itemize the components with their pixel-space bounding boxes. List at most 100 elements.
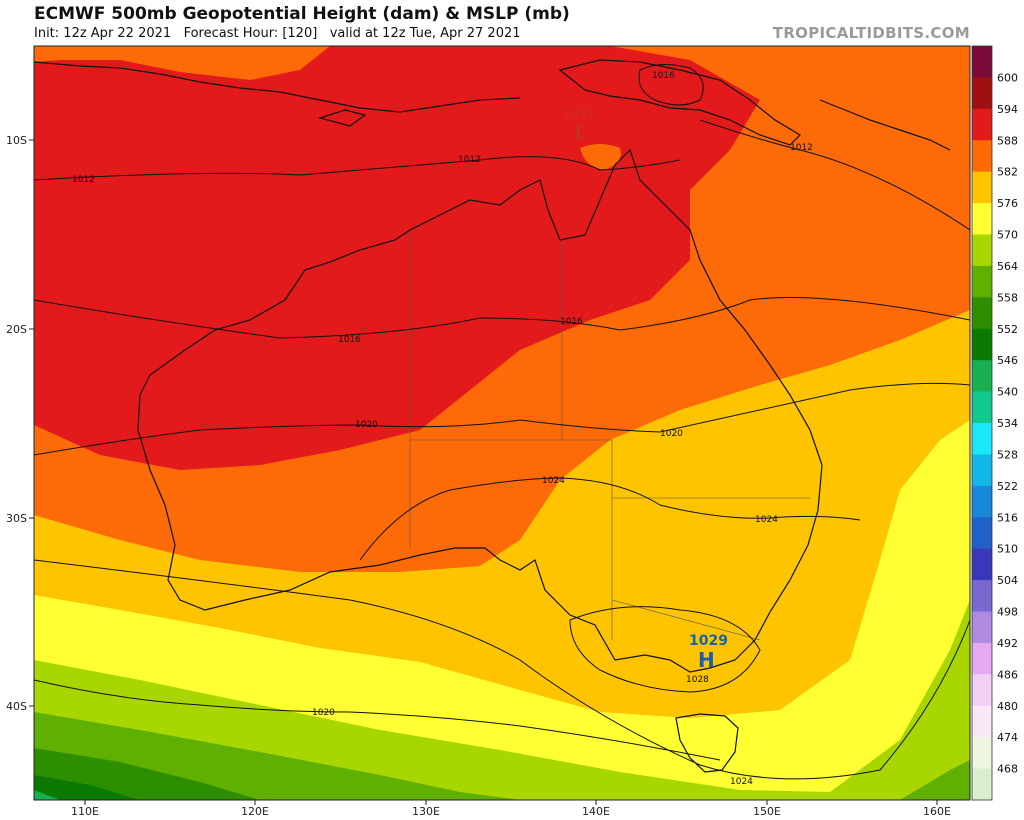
band-570 [34, 420, 970, 800]
colorbar-label: 510 [997, 543, 1018, 556]
band-540 [34, 790, 60, 800]
colorbar-label: 474 [997, 731, 1018, 744]
isobar-1020 [34, 382, 970, 456]
colorbar-swatch [972, 391, 992, 424]
colorbar-label: 564 [997, 260, 1018, 273]
colorbar-swatch [972, 454, 992, 487]
lat-tick-label: 30S [6, 512, 27, 525]
map-frame [33, 45, 971, 801]
isobar-label: 1028 [686, 675, 709, 685]
isobar-1028 [569, 606, 761, 693]
island-timor [317, 109, 367, 127]
colorbar-label: 600 [997, 71, 1018, 84]
lon-tick-label: 140E [582, 805, 610, 818]
isobar-label: 1024 [755, 515, 778, 525]
colorbar-swatch [972, 297, 992, 330]
isobar-label: 1020 [312, 708, 335, 718]
colorbar-swatch [972, 674, 992, 707]
lon-tick-label: 110E [71, 805, 99, 818]
lat-tick-label: 20S [6, 323, 27, 336]
isobar-label: 1020 [355, 420, 378, 430]
colorbar-label: 594 [997, 103, 1018, 116]
colorbar-swatch [972, 328, 992, 361]
colorbar-label: 504 [997, 574, 1018, 587]
brand-watermark: TROPICALTIDBITS.COM [772, 24, 970, 42]
low-pressure-center: 1011 L [563, 107, 596, 143]
colorbar-label: 468 [997, 763, 1018, 776]
colorbar-label: 522 [997, 480, 1018, 493]
lon-tick-label: 120E [241, 805, 269, 818]
new-guinea-coastline [558, 59, 801, 146]
map-subtitle: Init: 12z Apr 22 2021 Forecast Hour: [12… [34, 26, 521, 41]
colorbar-swatch [972, 768, 992, 801]
colorbar-label: 498 [997, 606, 1018, 619]
colorbar-swatch [972, 642, 992, 675]
isobar-1020-south [34, 679, 721, 761]
australia-coastline [137, 148, 823, 673]
colorbar-swatch [972, 46, 992, 78]
colorbar-frame [971, 45, 993, 801]
tasmania-coastline [675, 713, 739, 773]
colorbar-label: 558 [997, 291, 1018, 304]
band-546 [34, 775, 140, 800]
colorbar-label: 552 [997, 323, 1018, 336]
colorbar-swatch [972, 737, 992, 770]
colorbar: 600 594 588 582 576 570 564 558 552 546 540 534 528 5… [971, 45, 1018, 801]
forecast-hour: Forecast Hour: [120] [183, 26, 318, 41]
axis-ticks: 110E 120E 130E 140E 150E 160E 10S 20S 30S 40S [6, 134, 951, 818]
isobar-1012-east [699, 119, 970, 231]
isobar-low-ring [638, 64, 704, 106]
band-582-pocket [580, 144, 621, 170]
isobar-label: 1024 [730, 777, 753, 787]
colorbar-swatch [972, 234, 992, 267]
isobar-1016 [34, 297, 970, 339]
isobar-label: 1020 [660, 429, 683, 439]
isobar-label: 1016 [560, 317, 583, 327]
colorbar-swatch [972, 423, 992, 455]
colorbar-label: 582 [997, 166, 1018, 179]
isobar-label: 1012 [790, 143, 813, 153]
band-558-east [900, 760, 970, 800]
map-title: ECMWF 500mb Geopotential Height (dam) & … [34, 4, 570, 24]
coastline-layer [34, 59, 951, 773]
indonesia-islands [34, 61, 521, 113]
colorbar-label: 528 [997, 448, 1018, 461]
colorbar-swatch [972, 108, 992, 141]
colorbar-label: 480 [997, 700, 1018, 713]
isobar-label: 1016 [338, 335, 361, 345]
colorbar-label: 486 [997, 668, 1018, 681]
band-582-pocket-2 [34, 46, 330, 80]
colorbar-swatch [972, 580, 992, 612]
init-time: Init: 12z Apr 22 2021 [34, 26, 172, 41]
colorbar-label: 570 [997, 229, 1018, 242]
low-value: 1011 [563, 107, 596, 122]
high-pressure-center: 1029 H [689, 633, 728, 672]
low-symbol: L [574, 122, 587, 143]
colorbar-swatch [972, 517, 992, 550]
colorbar-label: 540 [997, 386, 1018, 399]
isobar-layer [34, 64, 970, 780]
band-588 [34, 46, 760, 470]
colorbar-swatch [972, 548, 992, 581]
height-fill-layer [34, 46, 970, 800]
colorbar-label: 546 [997, 354, 1018, 367]
island-east [819, 99, 951, 151]
state-borders [409, 230, 810, 641]
colorbar-label: 492 [997, 637, 1018, 650]
colorbar-swatch [972, 360, 992, 393]
isobar-1012-west [34, 156, 681, 181]
isobar-1024 [359, 477, 861, 561]
lon-tick-label: 160E [923, 805, 951, 818]
lat-tick-label: 40S [6, 700, 27, 713]
isobar-label: 1012 [458, 155, 481, 165]
valid-time: valid at 12z Tue, Apr 27 2021 [329, 26, 521, 41]
colorbar-swatch [972, 611, 992, 644]
colorbar-swatch [972, 77, 992, 110]
colorbar-swatch [972, 203, 992, 235]
colorbar-swatch [972, 140, 992, 173]
isobar-labels: 1012 1012 1012 1016 1016 1016 1020 1020 … [72, 71, 813, 787]
colorbar-label: 576 [997, 197, 1018, 210]
isobar-label: 1016 [652, 71, 675, 81]
isobar-label: 1012 [72, 175, 95, 185]
